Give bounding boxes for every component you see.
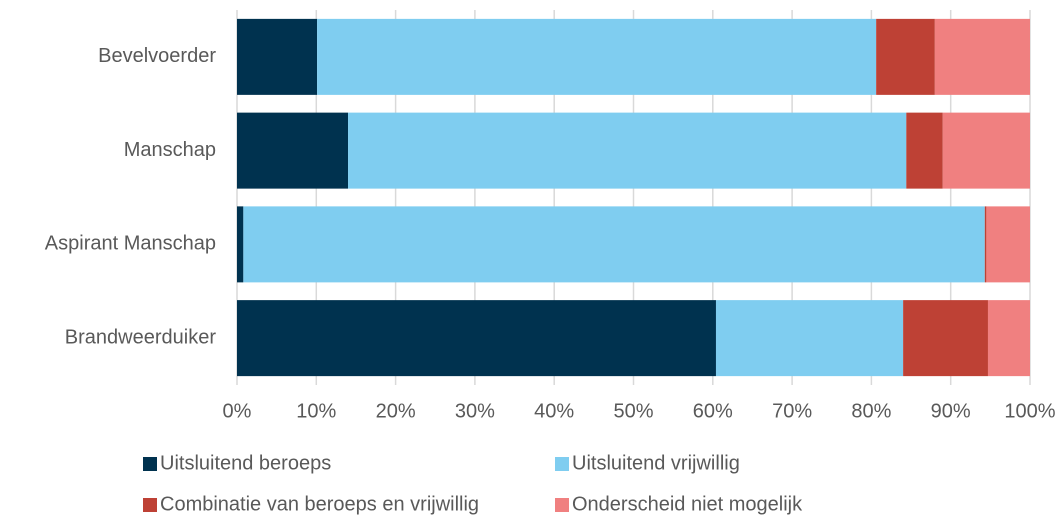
legend-label: Uitsluitend vrijwillig bbox=[572, 452, 740, 474]
y-tick-label: Manschap bbox=[124, 139, 216, 161]
bar-segment bbox=[942, 112, 1030, 189]
bar-segment bbox=[237, 206, 244, 283]
x-tick-label: 20% bbox=[376, 400, 416, 422]
bar-segment bbox=[984, 206, 987, 283]
bar-segment bbox=[876, 18, 935, 95]
legend-swatch bbox=[143, 457, 157, 471]
bar-segment bbox=[237, 112, 349, 189]
x-tick-label: 90% bbox=[931, 400, 971, 422]
bar-segment bbox=[987, 300, 1030, 377]
x-tick-label: 60% bbox=[693, 400, 733, 422]
y-tick-label: Brandweerduiker bbox=[65, 326, 217, 348]
x-tick-label: 50% bbox=[613, 400, 653, 422]
bar-segment bbox=[317, 18, 877, 95]
x-tick-label: 40% bbox=[534, 400, 574, 422]
y-tick-label: Aspirant Manschap bbox=[45, 233, 216, 255]
legend-label: Onderscheid niet mogelijk bbox=[572, 493, 803, 515]
legend-label: Combinatie van beroeps en vrijwillig bbox=[160, 493, 479, 515]
legend-swatch bbox=[555, 498, 569, 512]
legend-swatch bbox=[143, 498, 157, 512]
x-tick-label: 70% bbox=[772, 400, 812, 422]
bar-segment bbox=[237, 300, 716, 377]
bar-segment bbox=[903, 300, 988, 377]
x-tick-label: 30% bbox=[455, 400, 495, 422]
bar-segment bbox=[348, 112, 907, 189]
legend-swatch bbox=[555, 457, 569, 471]
x-tick-label: 0% bbox=[223, 400, 252, 422]
x-tick-label: 80% bbox=[851, 400, 891, 422]
x-tick-label: 100% bbox=[1004, 400, 1055, 422]
bar-segment bbox=[986, 206, 1030, 283]
bar-segment bbox=[243, 206, 985, 283]
legend-label: Uitsluitend beroeps bbox=[160, 452, 331, 474]
bar-segment bbox=[715, 300, 904, 377]
bar-segment bbox=[934, 18, 1030, 95]
bar-segment bbox=[906, 112, 943, 189]
x-tick-label: 10% bbox=[296, 400, 336, 422]
bar-segment bbox=[237, 18, 318, 95]
y-tick-label: Bevelvoerder bbox=[98, 45, 216, 67]
